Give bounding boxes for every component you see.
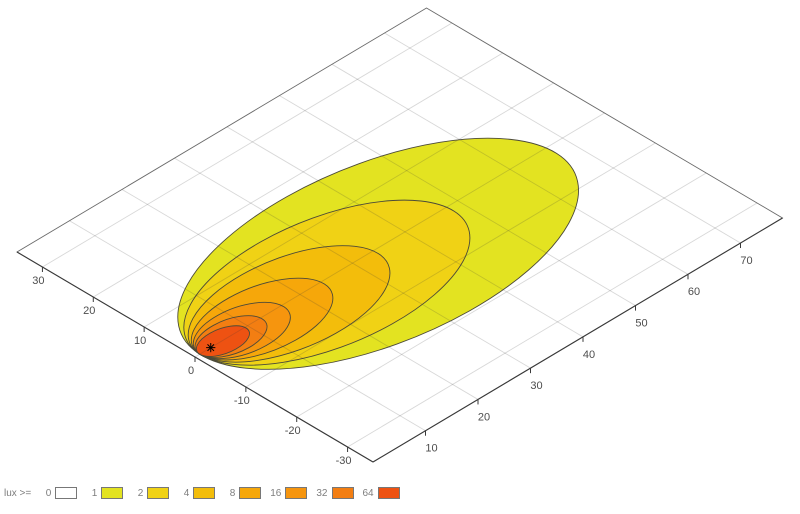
legend-item-4: 4 [178, 487, 216, 499]
grid-line-x-30 [42, 23, 452, 267]
legend-swatch-4 [193, 487, 216, 499]
legend-entry-label: 16 [270, 487, 282, 499]
y-tick-label-10: 10 [425, 443, 437, 455]
y-tick-label-30: 30 [530, 380, 542, 392]
grid-line-y-10 [70, 221, 426, 431]
y-tick-label-50: 50 [635, 317, 647, 329]
y-tick-label-20: 20 [478, 411, 490, 423]
grid-line-x--30 [348, 203, 757, 447]
legend-title: lux >= [4, 487, 32, 499]
legend: lux >= 0 1 2 4 8 16 32 64 [4, 487, 409, 499]
legend-swatch-1 [101, 487, 124, 499]
y-axis-line [373, 218, 783, 462]
grid-line-x-10 [144, 83, 554, 327]
legend-item-0: 0 [40, 487, 78, 499]
grid-line-y-60 [332, 64, 688, 274]
legend-entry-label: 4 [183, 487, 190, 499]
x-tick-label--10: -10 [234, 395, 250, 407]
legend-items: 0 1 2 4 8 16 32 64 [40, 487, 408, 499]
legend-item-64: 64 [363, 487, 400, 499]
y-tick-label-60: 60 [688, 286, 700, 298]
legend-entry-label: 1 [91, 487, 98, 499]
legend-swatch-32 [331, 487, 354, 499]
grid-line-y-70 [385, 33, 741, 243]
grid-line-x--10 [246, 143, 656, 387]
grid-line-y-40 [227, 127, 583, 337]
x-tick-label--20: -20 [285, 425, 301, 437]
legend-swatch-0 [55, 487, 78, 499]
legend-swatch-64 [377, 487, 400, 499]
legend-item-8: 8 [224, 487, 262, 499]
plot-plane-group [17, 8, 782, 462]
legend-entry-label: 8 [229, 487, 236, 499]
legend-item-1: 1 [86, 487, 124, 499]
grid-line-y-30 [175, 158, 531, 368]
legend-entry-label: 2 [137, 487, 144, 499]
legend-item-16: 16 [270, 487, 308, 499]
y-tick-label-40: 40 [583, 349, 595, 361]
grid-line-x--20 [297, 173, 707, 417]
legend-swatch-16 [285, 487, 308, 499]
legend-swatch-8 [239, 487, 262, 499]
legend-entry-label: 64 [362, 487, 374, 499]
legend-item-32: 32 [316, 487, 354, 499]
y-tick-label-70: 70 [740, 255, 752, 267]
x-tick-label-10: 10 [134, 335, 146, 347]
grid-line-y-50 [280, 96, 636, 306]
legend-item-2: 2 [132, 487, 170, 499]
legend-swatch-2 [147, 487, 170, 499]
marker-arm [207, 344, 215, 352]
legend-entry-label: 32 [316, 487, 328, 499]
legend-entry-label: 0 [45, 487, 52, 499]
grid-line-x-0 [195, 113, 605, 357]
grid-line-y-20 [122, 189, 478, 399]
light-source-marker [206, 343, 216, 353]
x-tick-label-20: 20 [83, 305, 95, 317]
x-tick-label--30: -30 [336, 455, 352, 467]
grid-line-x-20 [93, 53, 503, 297]
x-tick-label-0: 0 [188, 365, 194, 377]
x-tick-label-30: 30 [32, 275, 44, 287]
